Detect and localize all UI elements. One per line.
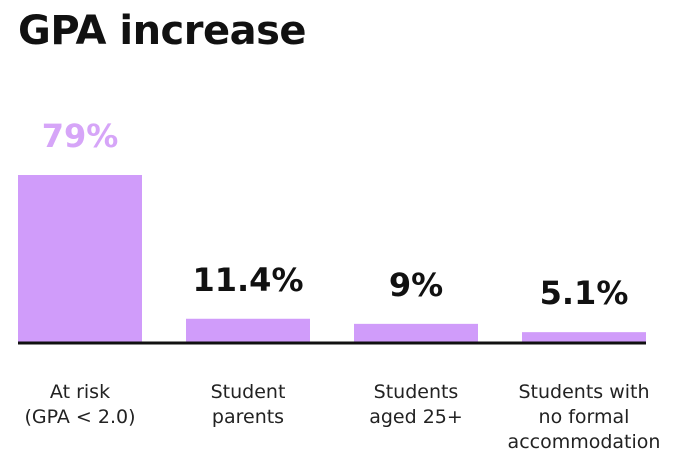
x-tick-label: Students aged 25+ [369,381,463,428]
value-label: 79% [41,117,119,155]
value-label: 5.1% [539,274,629,313]
x-tick-label: At risk (GPA < 2.0) [24,381,136,428]
x-tick-label: Student parents [210,381,286,428]
chart-title: GPA increase [18,8,307,54]
bar [18,175,142,343]
value-label: 9% [388,265,444,304]
x-tick-label: Students with no formal accommodation [507,381,661,453]
bar [522,332,646,343]
bar [354,323,478,343]
bar [186,318,310,343]
value-label: 11.4% [192,260,304,299]
